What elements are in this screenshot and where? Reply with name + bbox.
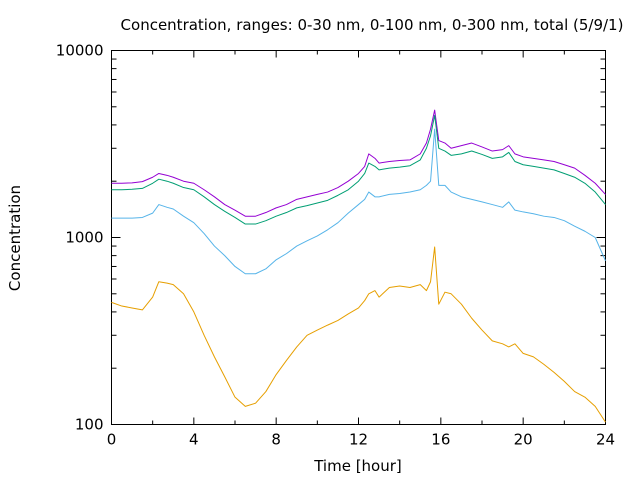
series-line-1 — [111, 114, 606, 225]
x-tick-label: 4 — [189, 431, 199, 449]
series-line-0 — [111, 109, 606, 217]
plot-frame — [111, 50, 606, 425]
x-tick-label: 24 — [596, 431, 615, 449]
x-tick-label: 8 — [271, 431, 281, 449]
x-tick-label: 12 — [349, 431, 368, 449]
x-tick-label: 16 — [431, 431, 450, 449]
axis-ticks: 0 4 8 12 16 20 24 100 1000 10000 — [56, 42, 615, 449]
x-tick-label: 0 — [107, 431, 117, 449]
series-layer — [111, 109, 606, 423]
x-axis-title: Time [hour] — [313, 457, 402, 475]
y-tick-label: 1000 — [65, 229, 103, 247]
y-tick-label: 10000 — [56, 42, 104, 60]
series-line-2 — [111, 128, 606, 275]
x-tick-label: 20 — [514, 431, 533, 449]
series-line-3 — [111, 246, 606, 423]
y-tick-label: 100 — [75, 416, 104, 434]
y-axis-title: Concentration — [6, 185, 24, 291]
chart-title: Concentration, ranges: 0-30 nm, 0-100 nm… — [121, 16, 624, 34]
